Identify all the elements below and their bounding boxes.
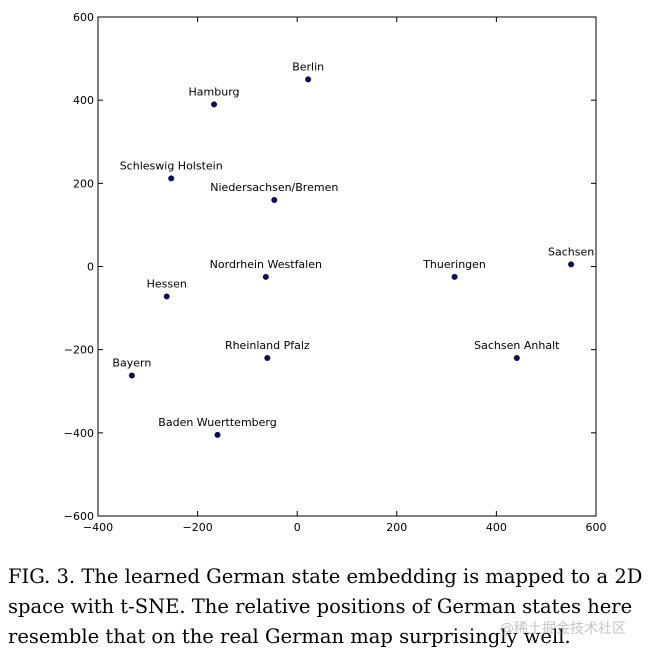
plot-frame (97, 16, 597, 517)
y-tick-label: 0 (87, 261, 94, 274)
y-tick-label: −400 (64, 427, 94, 440)
data-point-label: Schleswig Holstein (120, 159, 223, 172)
data-point (163, 293, 170, 300)
data-point (262, 273, 269, 280)
data-point (264, 354, 271, 361)
data-point-label: Hamburg (189, 85, 240, 98)
figure-caption: FIG. 3. The learned German state embeddi… (8, 565, 643, 648)
x-tick-label: −400 (83, 521, 113, 534)
data-point (305, 76, 312, 83)
x-tick-label: 400 (486, 521, 507, 534)
watermark-text: @稀土掘金技术社区 (500, 621, 626, 637)
data-point (168, 175, 175, 182)
data-point-label: Thueringen (422, 258, 486, 271)
data-point-label: Berlin (292, 60, 324, 73)
data-point (513, 354, 520, 361)
y-tick-label: −200 (64, 344, 94, 357)
data-point-label: Sachsen Anhalt (474, 339, 560, 352)
y-tick-label: −600 (64, 510, 94, 523)
data-point-label: Sachsen (548, 245, 594, 258)
data-point-label: Nordrhein Westfalen (210, 258, 322, 271)
data-point (214, 431, 221, 438)
y-tick-label: 400 (73, 94, 94, 107)
x-tick-label: −200 (182, 521, 212, 534)
data-point (451, 273, 458, 280)
data-point-label: Bayern (112, 356, 151, 369)
x-tick-label: 0 (294, 521, 301, 534)
data-point-label: Baden Wuerttemberg (158, 416, 276, 429)
data-point-label: Hessen (147, 277, 187, 290)
data-point (211, 101, 218, 108)
x-tick-label: 600 (586, 521, 607, 534)
data-point-label: Niedersachsen/Bremen (210, 181, 338, 194)
data-point-label: Rheinland Pfalz (225, 339, 310, 352)
y-tick-label: 200 (73, 177, 94, 190)
y-tick-label: 600 (73, 11, 94, 24)
data-points: Berlin Hamburg Schleswig Holstein Niedersac… (112, 60, 594, 438)
data-point (271, 196, 278, 203)
data-point (568, 261, 575, 268)
tsne-scatter-chart: −400 −200 0 200 400 600−600−400−2000200400600… (64, 11, 607, 534)
data-point (128, 372, 135, 379)
x-tick-label: 200 (386, 521, 407, 534)
